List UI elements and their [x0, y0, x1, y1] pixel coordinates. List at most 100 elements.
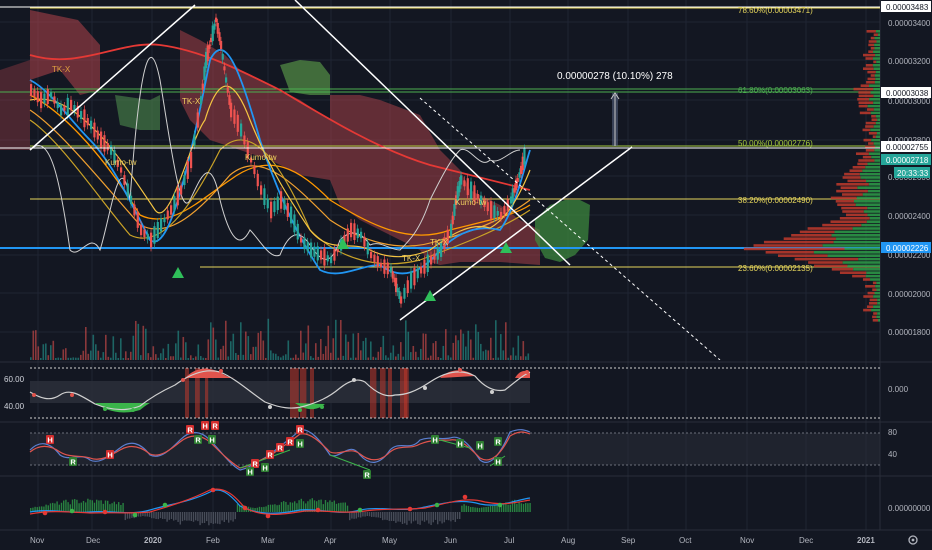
volume-profile-buy: [834, 230, 880, 234]
oscillator-3-bar: [85, 502, 87, 512]
oscillator-3-panel[interactable]: [29, 487, 531, 526]
volume-bar: [400, 342, 402, 360]
oscillator-1-bar: [388, 368, 392, 418]
volume-bar: [262, 340, 265, 360]
oscillator-3-bar: [331, 501, 333, 512]
volume-profile-sell: [763, 240, 834, 244]
candle-body: [43, 93, 46, 104]
volume-profile-sell: [863, 295, 874, 298]
oscillator-3-bar: [434, 512, 437, 520]
oscillator-3-bar: [67, 502, 69, 512]
candle-body: [403, 287, 406, 299]
candle-body: [400, 296, 403, 304]
volume-profile-sell: [842, 193, 863, 196]
candle-body: [450, 223, 453, 237]
volume-bars: [30, 318, 530, 360]
volume-profile-sell: [862, 128, 871, 132]
volume-profile-sell: [846, 213, 868, 217]
oscillator-3-bar: [170, 512, 173, 519]
volume-bar: [35, 330, 37, 360]
candle-body: [250, 157, 253, 163]
volume-bar: [97, 350, 100, 360]
volume-bar: [372, 356, 375, 360]
volume-bar: [117, 358, 120, 360]
candle-body: [120, 167, 123, 173]
volume-bar: [167, 343, 170, 360]
oscillator-3-bar: [131, 512, 133, 518]
candle-body: [256, 173, 259, 187]
oscillator-2-marker-label: H: [209, 436, 214, 445]
oscillator-3-bar: [274, 504, 276, 512]
oscillator-3-bar: [208, 512, 210, 526]
candle-body: [313, 246, 316, 257]
volume-bar: [165, 357, 167, 360]
oscillator-3-bar: [511, 500, 514, 512]
oscillator-3-bar: [395, 512, 397, 523]
volume-bar: [525, 356, 527, 360]
oscillator-3-bar: [300, 498, 302, 512]
price-badge-5: 0.00002226: [886, 244, 929, 253]
oscillator-1-bar: [380, 368, 386, 418]
oscillator-axes: 0.000 80 40 0.00000000: [888, 385, 931, 513]
volume-bar: [185, 342, 187, 360]
volume-bar: [370, 341, 372, 360]
candle-body: [420, 266, 423, 274]
oscillator-3-bar: [525, 502, 527, 512]
oscillator-3-bar: [140, 512, 142, 517]
volume-bar: [442, 345, 445, 360]
volume-bar: [222, 345, 225, 360]
volume-bar: [472, 357, 475, 360]
oscillator-3-bar: [518, 501, 520, 512]
candle-body: [496, 210, 499, 216]
time-axis[interactable]: Nov Dec 2020 Feb Mar Apr May Jun Jul Aug…: [30, 536, 875, 545]
volume-bar: [332, 338, 335, 360]
candle-body: [183, 174, 186, 186]
volume-bar: [305, 343, 307, 360]
main-price-panel[interactable]: 78.60%(0.00003471) 61.80%(0.00003063) 50…: [0, 0, 880, 360]
candle-body: [90, 120, 93, 130]
volume-profile-buy: [852, 227, 880, 230]
oscillator-2-marker-label: H: [457, 440, 462, 449]
oscillator-1-label-40: 40.00: [4, 402, 25, 411]
candle-body: [515, 179, 518, 191]
oscillator-3-bar: [120, 505, 122, 512]
volume-bar: [345, 334, 347, 360]
settings-gear-icon[interactable]: [908, 535, 918, 545]
volume-bar: [515, 355, 517, 360]
oscillator-1-red-fill: [185, 368, 530, 378]
oscillator-3-bar: [38, 506, 41, 512]
oscillator-2-marker-label: H: [107, 451, 112, 460]
annotation-kumo-tw-2: Kumo-tw: [245, 153, 277, 162]
annotations: TK-X TK-X Kumo-tw Kumo-tw Kumo-tw TK-X T…: [52, 65, 487, 263]
volume-profile-buy: [869, 84, 880, 87]
volume-bar: [282, 355, 285, 360]
osc1-tick-0: 0.000: [888, 385, 909, 394]
volume-bar: [395, 356, 397, 360]
annotation-kumo-tw-1: Kumo-tw: [105, 158, 137, 167]
oscillator-3-bar: [144, 512, 146, 517]
oscillator-3-bar: [69, 504, 71, 512]
oscillator-3-bar: [56, 501, 58, 512]
oscillator-3-bar: [148, 512, 151, 517]
oscillator-3-bar: [410, 512, 412, 524]
cloud-bearish-2: [180, 30, 330, 180]
oscillator-3-bar: [256, 507, 258, 512]
volume-profile-buy: [856, 196, 880, 200]
oscillator-1-panel[interactable]: 60.00 40.00: [4, 367, 880, 419]
candle-body: [350, 222, 353, 238]
measure-tool[interactable]: 0.00000278 (10.10%) 278: [557, 71, 673, 146]
volume-bar: [250, 354, 252, 360]
oscillator-2-marker-box: [208, 435, 216, 444]
candle-body: [333, 249, 336, 261]
volume-profile-buy: [874, 43, 880, 47]
volume-bar: [37, 346, 40, 360]
candle-body: [190, 151, 193, 169]
volume-bar: [120, 338, 122, 360]
volume-bar: [212, 327, 215, 360]
volume-bar: [235, 353, 237, 360]
candle-body: [213, 23, 216, 30]
candle-body: [173, 196, 176, 211]
oscillator-2-marker-label: H: [202, 422, 207, 431]
